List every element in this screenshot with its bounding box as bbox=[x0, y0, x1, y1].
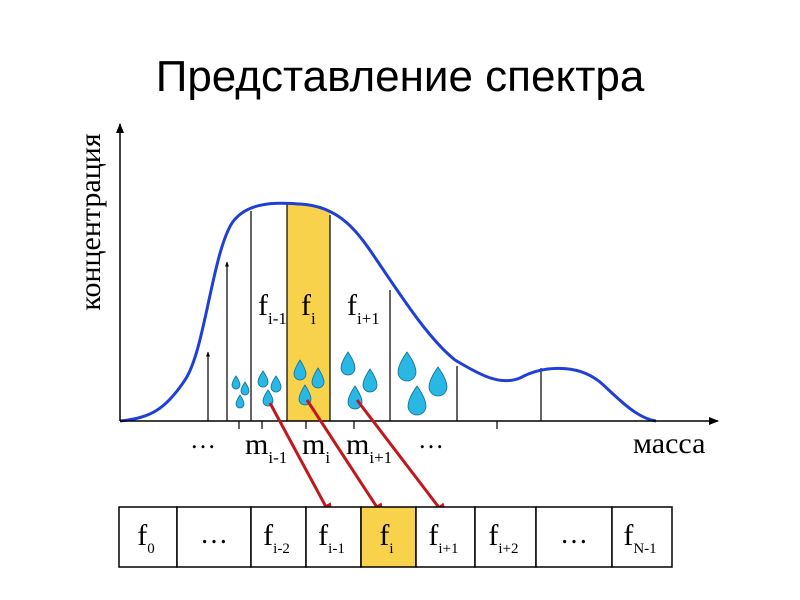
array-cell-label: fi+2 bbox=[488, 519, 518, 557]
droplet-icon bbox=[257, 370, 269, 388]
arrow-to-f-prev bbox=[268, 402, 334, 520]
array-cell-label: fi bbox=[379, 519, 393, 557]
array-cell: … bbox=[535, 506, 613, 568]
droplet-icon bbox=[340, 351, 356, 376]
array-cell: fi+2 bbox=[474, 506, 537, 568]
array-cell-label: fN-1 bbox=[623, 519, 656, 557]
array-cell: fi-2 bbox=[250, 506, 307, 568]
array-cell-label: … bbox=[200, 519, 228, 550]
x-axis-label: масса bbox=[633, 427, 705, 460]
array-cell-label: f0 bbox=[137, 519, 155, 557]
y-axis-label: концентрация bbox=[74, 133, 107, 310]
label-f-cur: fi bbox=[301, 289, 316, 328]
array-cell: fi bbox=[360, 506, 417, 568]
array-cell-label: … bbox=[560, 519, 588, 550]
droplet-icon bbox=[362, 368, 378, 393]
label-f-next: fi+1 bbox=[347, 289, 380, 328]
array-cell-label: fi-1 bbox=[318, 519, 345, 557]
droplet-icon bbox=[262, 389, 274, 407]
array-cell: … bbox=[176, 506, 252, 568]
mapping-arrows bbox=[268, 399, 449, 520]
droplet-icon bbox=[407, 385, 427, 416]
label-m-next: mi+1 bbox=[346, 428, 392, 467]
array-cell: fi+1 bbox=[415, 506, 476, 568]
label-m-cur: mi bbox=[302, 428, 330, 467]
mass-ellipsis-left: … bbox=[190, 425, 216, 454]
arrow-to-f-next bbox=[355, 399, 449, 520]
droplet-icon bbox=[270, 375, 282, 393]
droplet-icon bbox=[397, 351, 417, 382]
array-cell: fN-1 bbox=[611, 506, 673, 568]
droplet-icon bbox=[231, 375, 241, 390]
spectrum-curve bbox=[119, 201, 657, 423]
label-f-prev: fi-1 bbox=[258, 289, 287, 328]
array-cell-label: fi+1 bbox=[428, 519, 458, 557]
array-cell-label: fi-2 bbox=[263, 519, 290, 557]
mass-ellipsis-right: … bbox=[418, 425, 444, 454]
array-cell: f0 bbox=[118, 506, 178, 568]
droplet-icon bbox=[240, 381, 250, 396]
droplet-icon bbox=[428, 366, 448, 397]
bin-lines bbox=[206, 204, 542, 421]
droplet-icon bbox=[311, 367, 325, 389]
arrow-to-f-cur bbox=[305, 399, 386, 520]
droplets bbox=[231, 351, 448, 416]
x-ticks bbox=[238, 421, 498, 429]
droplet-icon bbox=[235, 394, 245, 409]
array-row: f0 … fi-2 fi-1 fi fi+1 fi+2 … fN-1 bbox=[118, 506, 673, 568]
label-m-prev: mi-1 bbox=[245, 428, 287, 467]
droplet-icon bbox=[293, 359, 307, 381]
array-cell: fi-1 bbox=[305, 506, 362, 568]
slide-title: Представление спектра bbox=[155, 52, 645, 101]
